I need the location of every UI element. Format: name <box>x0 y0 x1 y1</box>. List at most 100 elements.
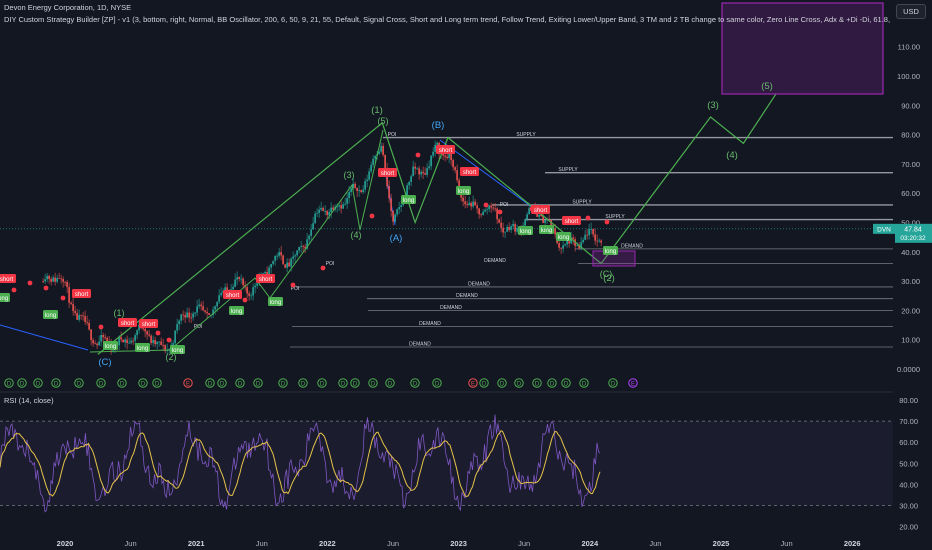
candle-body <box>342 204 344 209</box>
long-signal <box>518 226 533 235</box>
long-signal-label: long <box>558 235 569 241</box>
currency-button[interactable]: USD <box>896 4 926 19</box>
candle-body <box>572 237 574 240</box>
candle-body <box>412 166 414 177</box>
rsi-tick-label: 40.00 <box>899 480 918 489</box>
dividend-marker-label: D <box>99 382 104 388</box>
candle-body <box>502 227 504 233</box>
candle-body <box>160 341 162 346</box>
dividend-marker <box>368 378 378 388</box>
wave-label: (1) <box>371 105 383 116</box>
candle-body <box>62 278 64 282</box>
poi-label: POI <box>194 324 203 330</box>
dividend-marker-label: D <box>500 382 505 388</box>
dividend-marker-label: D <box>20 382 25 388</box>
dividend-marker <box>579 378 589 388</box>
dividend-marker-label: D <box>220 382 225 388</box>
candle-body <box>96 343 98 346</box>
dividend-marker <box>514 378 524 388</box>
candle-body <box>50 279 52 282</box>
candle-body <box>366 179 368 182</box>
zone-lines: SUPPLY SUPPLY SUPPLY SUPPLY DEMAND DEMAND DEMA… <box>194 132 893 348</box>
candle-body <box>254 285 256 288</box>
candle-body <box>500 222 502 228</box>
indicator-title[interactable]: DIY Custom Strategy Builder [ZP] - v1 (3… <box>4 15 890 24</box>
candle-body <box>340 205 342 209</box>
candle-body <box>88 322 90 330</box>
short-signal-label: short <box>0 277 14 283</box>
candle-body <box>478 208 480 215</box>
candle-body <box>512 224 514 227</box>
candle-body <box>396 209 398 215</box>
candle-body <box>138 324 140 331</box>
rsi-band-fill <box>0 421 893 506</box>
dividend-marker-label: D <box>564 382 569 388</box>
signal-dot <box>320 265 326 271</box>
symbol-title[interactable]: Devon Energy Corporation, 1D, NYSE <box>4 3 132 12</box>
dividend-marker <box>547 378 557 388</box>
price-tick-label: 110.00 <box>898 43 920 52</box>
rsi-title[interactable]: RSI (14, close) <box>4 396 54 405</box>
candle-body <box>176 324 178 331</box>
candle-body <box>144 328 146 332</box>
wave-label: (3) <box>707 100 719 111</box>
candle-body <box>406 185 408 198</box>
candle-body <box>68 287 70 303</box>
rsi-tick-label: 30.00 <box>899 502 918 511</box>
candle-body <box>474 201 476 206</box>
dividend-marker-label: D <box>141 382 146 388</box>
earnings-marker-label: E <box>631 382 635 388</box>
candle-body <box>290 258 292 267</box>
candle-body <box>380 145 382 152</box>
earnings-marker-label: E <box>471 382 475 388</box>
candle-body <box>480 214 482 216</box>
dividend-marker <box>338 378 348 388</box>
time-tick-label: Jun <box>518 539 530 548</box>
candle-body <box>484 209 486 212</box>
candle-body <box>314 213 316 224</box>
candle-body <box>330 207 332 213</box>
dividend-marker-label: D <box>54 382 59 388</box>
short-signal-label: short <box>121 321 135 327</box>
candle-body <box>566 241 568 245</box>
candle-body <box>172 343 174 345</box>
candle-body <box>48 275 50 280</box>
earnings-marker <box>628 378 638 388</box>
candle-body <box>350 188 352 193</box>
candle-body <box>450 153 452 161</box>
candle-body <box>498 219 500 223</box>
candle-body <box>432 151 434 156</box>
candle-body <box>294 255 296 257</box>
demand-label: DEMAND <box>484 258 506 264</box>
long-signal-label: long <box>45 313 56 319</box>
candle-body <box>528 208 530 215</box>
candle-body <box>424 173 426 175</box>
candle-body <box>232 286 234 290</box>
candle-body <box>394 214 396 222</box>
candle-body <box>426 168 428 175</box>
trendline <box>0 324 89 351</box>
dividend-marker-label: D <box>238 382 243 388</box>
candle-body <box>600 240 602 243</box>
candle-body <box>158 341 160 343</box>
dividend-marker <box>410 378 420 388</box>
dividend-marker <box>317 378 327 388</box>
dividend-marker <box>138 378 148 388</box>
dividend-marker <box>497 378 507 388</box>
dividend-marker-label: D <box>535 382 540 388</box>
long-signal <box>456 186 471 195</box>
price-tick-label: 0.0000 <box>897 365 920 374</box>
time-tick-label: Jun <box>256 539 268 548</box>
candle-body <box>146 331 148 335</box>
candle-body <box>458 180 460 191</box>
dividend-marker-label: D <box>550 382 555 388</box>
candle-body <box>178 320 180 325</box>
dividend-marker <box>205 378 215 388</box>
short-signal <box>0 274 16 283</box>
signal-dot <box>43 285 49 291</box>
candle-body <box>192 313 194 318</box>
signal-dot <box>27 280 33 286</box>
candle-body <box>578 245 580 249</box>
candle-body <box>86 321 88 323</box>
